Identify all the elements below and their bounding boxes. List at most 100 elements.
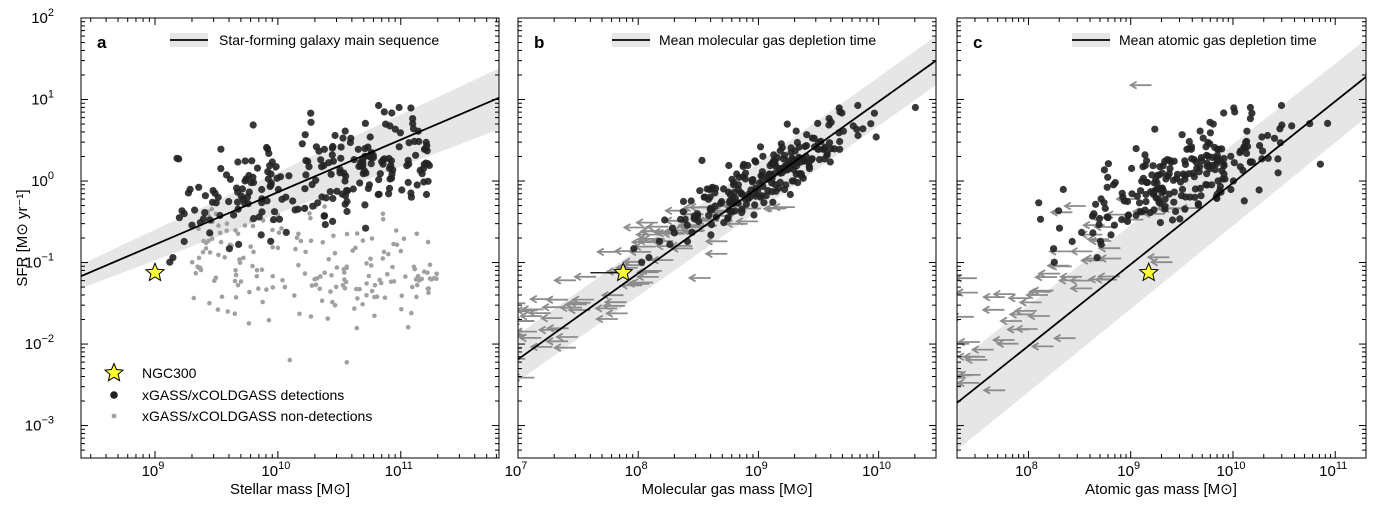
detection-point	[666, 240, 674, 248]
detection-point	[385, 154, 393, 163]
upper-limit-arrow	[518, 302, 526, 305]
non-detection-point	[282, 284, 288, 290]
non-detection-point	[224, 228, 229, 233]
upper-limit-arrow-head	[476, 380, 482, 387]
detection-point	[237, 192, 245, 200]
detection-point	[376, 170, 384, 178]
detection-point	[1187, 143, 1196, 151]
upper-limit-arrow	[687, 273, 711, 283]
upper-limit-arrow	[995, 339, 1019, 348]
detection-point	[1220, 170, 1228, 178]
non-detection-point	[207, 300, 212, 306]
upper-limit-arrow-head	[942, 374, 948, 381]
detection-point	[668, 224, 677, 232]
upper-limit-arrow-head	[407, 394, 413, 401]
upper-limit-arrow-head	[473, 362, 479, 369]
detection-point	[1194, 200, 1202, 208]
upper-limit-arrow-head	[645, 222, 654, 232]
non-detection-point	[354, 286, 359, 292]
detection-point	[823, 151, 831, 159]
non-detection-point	[225, 309, 231, 314]
upper-limit-arrow-head	[640, 226, 649, 236]
upper-limit-arrow-head	[595, 314, 604, 324]
detection-point	[301, 131, 309, 139]
x-tick-label-exponent: 9	[762, 460, 768, 472]
upper-limit-arrow-head	[529, 342, 538, 352]
upper-limit-arrow-head	[909, 389, 915, 396]
detection-point	[696, 187, 704, 195]
non-detection-point	[279, 226, 284, 231]
detection-point	[329, 157, 337, 165]
detection-point	[289, 197, 297, 205]
detection-point	[238, 185, 246, 193]
detection-point	[312, 176, 320, 184]
upper-limit-arrow-head	[518, 333, 527, 343]
upper-limit-arrow-head	[1018, 298, 1027, 307]
upper-limit-arrow-head	[443, 406, 449, 413]
detection-point	[772, 187, 780, 195]
upper-limit-arrow	[545, 295, 568, 304]
detection-point	[1161, 195, 1169, 203]
detection-point	[1143, 178, 1152, 187]
detection-point	[749, 176, 757, 184]
upper-limit-arrow-head	[991, 335, 1001, 345]
upper-limit-arrow	[1146, 253, 1170, 262]
non-detection-point	[235, 282, 241, 288]
non-detection-point	[332, 303, 338, 308]
detection-point	[1188, 155, 1196, 163]
upper-limit-arrow-head	[605, 309, 614, 318]
detection-point	[409, 115, 417, 123]
detection-point	[1246, 103, 1254, 112]
upper-limit-arrow-head	[622, 223, 631, 232]
detection-point	[388, 109, 396, 117]
detection-point	[285, 172, 293, 180]
non-detection-point	[357, 286, 362, 292]
detection-point	[1248, 109, 1256, 117]
upper-limit-arrow-head	[897, 383, 903, 390]
detection-point	[379, 160, 387, 168]
upper-limit-arrow	[519, 311, 542, 321]
detection-point	[339, 134, 347, 142]
detection-point	[780, 155, 788, 163]
non-detection-point	[403, 274, 408, 279]
upper-limit-arrow-head	[509, 317, 515, 324]
ngc300-star-b	[612, 261, 634, 282]
detection-point	[385, 184, 394, 192]
detection-point	[180, 237, 188, 246]
detection-point	[1142, 198, 1150, 206]
y-tick-label: 100	[31, 170, 54, 190]
y-tick-label: 102	[31, 7, 54, 27]
upper-limit-arrow	[1007, 293, 1031, 303]
detection-point	[282, 193, 290, 201]
y-axis-label: SFR [M⊙ yr⁻¹]	[14, 189, 31, 286]
detection-point	[630, 245, 638, 253]
non-detection-point	[322, 204, 327, 209]
x-tick-label-exponent: 11	[401, 460, 412, 472]
upper-limit-arrow	[555, 332, 578, 342]
non-detection-point	[354, 325, 360, 331]
upper-limit-arrow	[518, 310, 530, 313]
y-tick-label-exponent: −3	[41, 415, 54, 427]
upper-limit-arrow-head	[1149, 257, 1159, 267]
upper-limit-arrow	[982, 385, 1006, 395]
non-detection-point	[218, 239, 224, 245]
detection-point	[1173, 170, 1182, 178]
upper-limit-arrow	[957, 312, 974, 322]
detection-point	[375, 190, 383, 198]
detection-point	[735, 173, 743, 181]
non-detection-point	[354, 231, 360, 236]
detection-point	[201, 192, 209, 200]
detection-point	[1230, 159, 1238, 167]
detection-point	[375, 176, 383, 184]
panel-label-c: c	[973, 33, 982, 52]
non-detection-point	[399, 293, 405, 299]
upper-limit-arrow	[440, 371, 461, 378]
detection-point	[1203, 170, 1211, 178]
upper-limit-arrow	[541, 302, 565, 312]
upper-limit-arrow-head	[1006, 325, 1015, 334]
detection-point	[341, 127, 349, 135]
upper-limit-arrow	[645, 222, 669, 232]
non-detection-point	[386, 251, 391, 257]
non-detection-point	[334, 265, 340, 270]
upper-limit-arrow	[407, 394, 428, 401]
